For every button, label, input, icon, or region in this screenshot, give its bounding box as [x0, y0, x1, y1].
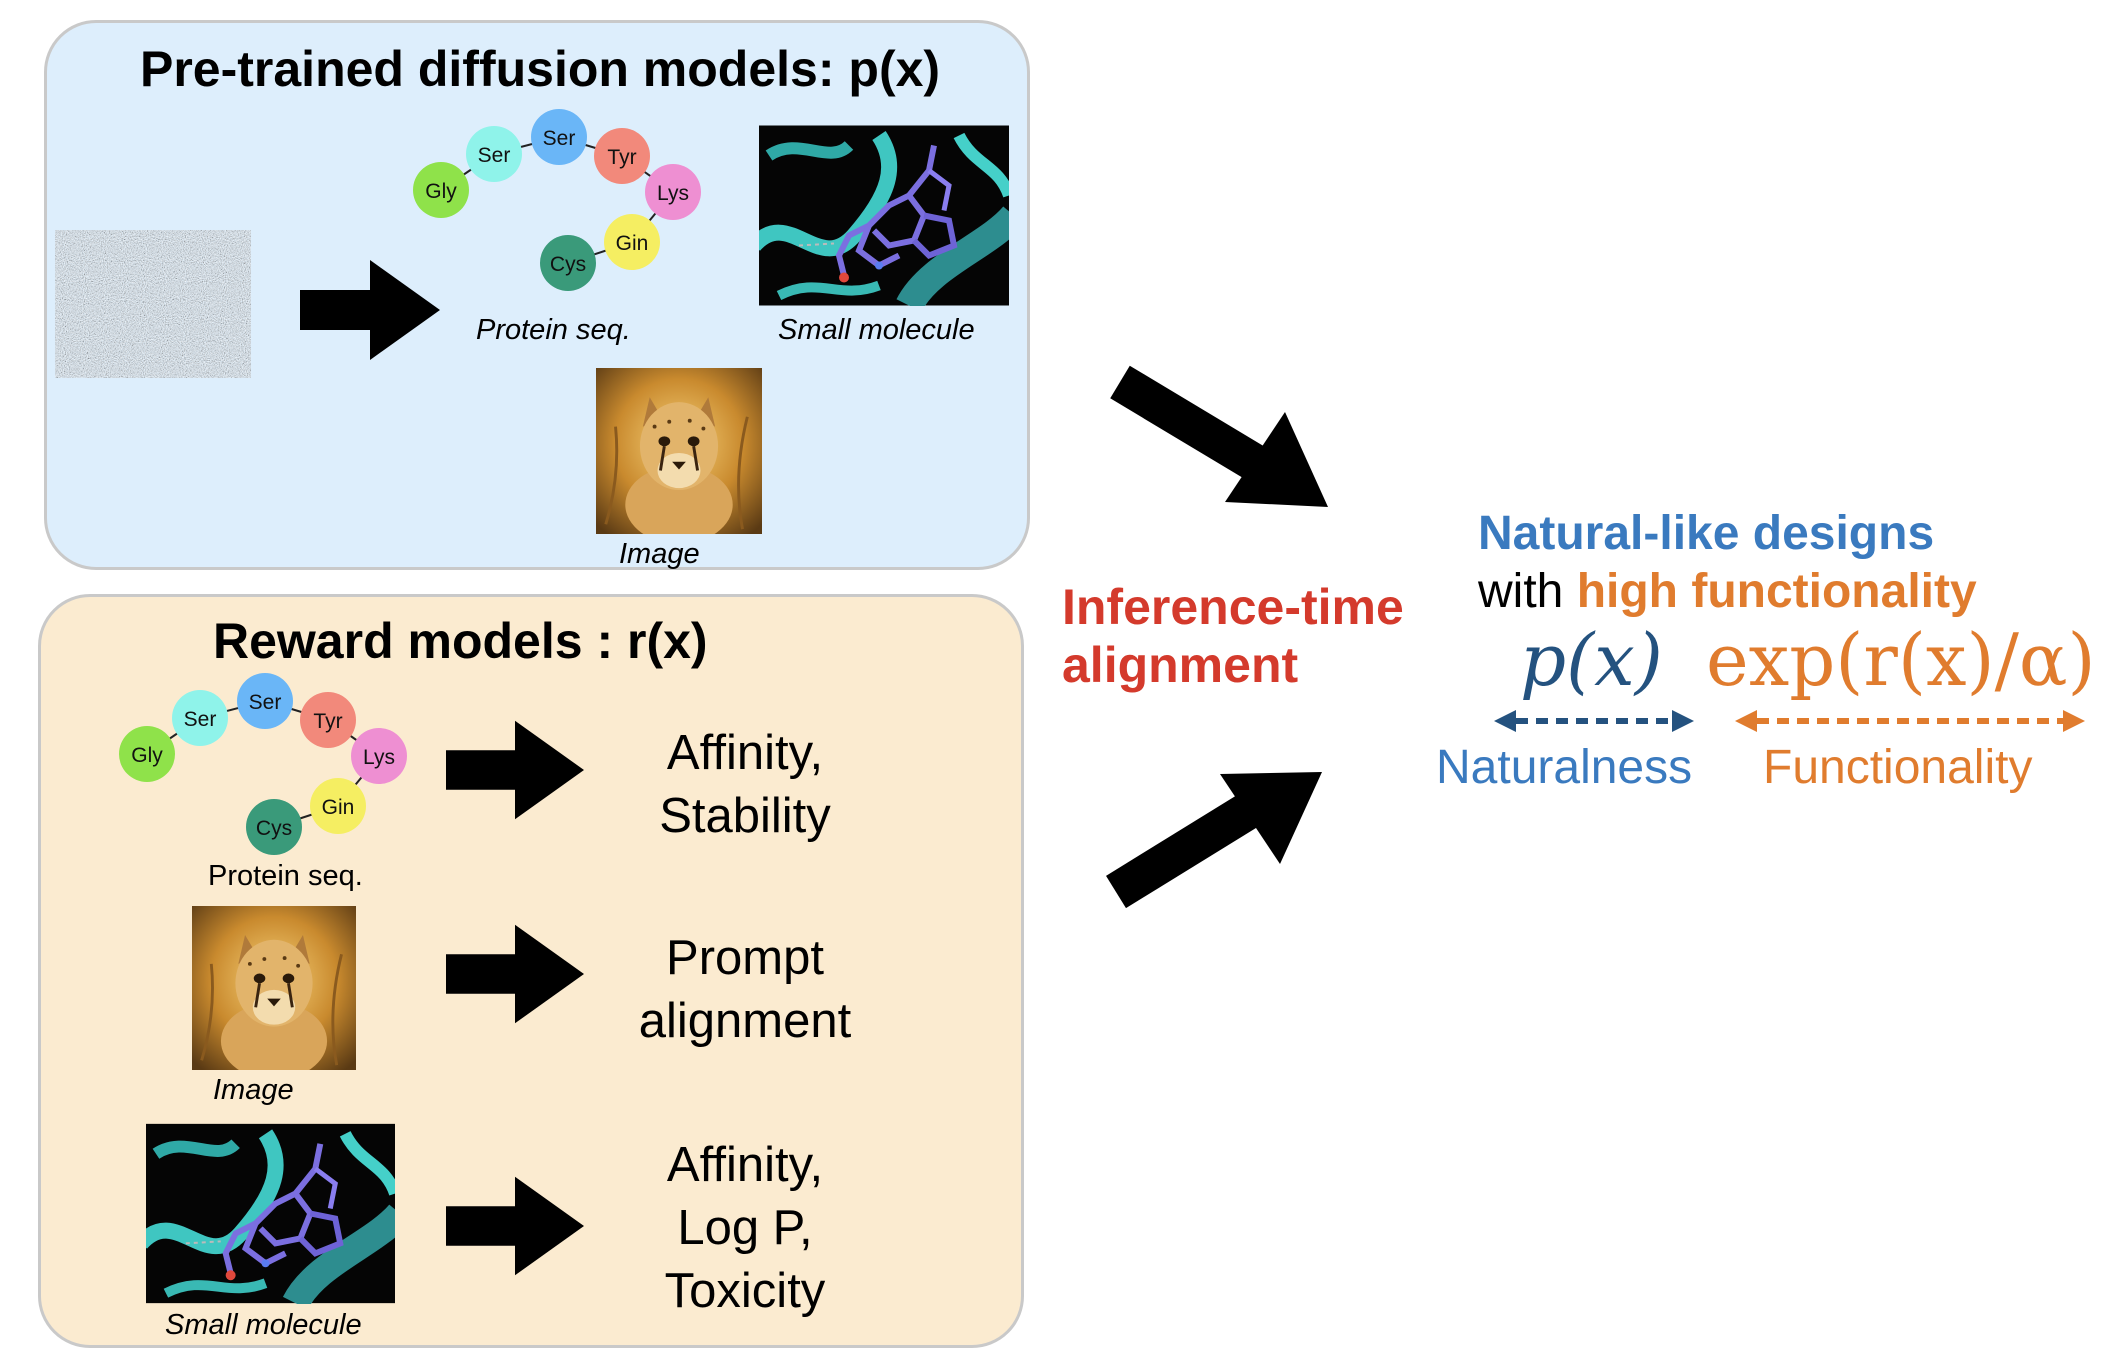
residue-ser — [237, 673, 293, 729]
arrow-pretrained-to-outcome — [1110, 365, 1328, 507]
noise-image — [55, 230, 251, 378]
residue-label: Ser — [543, 127, 576, 150]
residue-label: Cys — [550, 253, 586, 276]
residue-lys — [351, 728, 407, 784]
residue-label: Tyr — [313, 710, 342, 733]
residue-tyr — [594, 128, 650, 184]
residue-gin — [310, 778, 366, 834]
functionality-label: Functionality — [1763, 741, 2033, 794]
arrow-molecule-to-reward — [446, 1176, 584, 1276]
protein-sequence-diagram: Gly Ser Ser Tyr Lys Gin Cys — [413, 109, 701, 291]
reward-models-title: Reward models : r(x) — [213, 613, 708, 669]
residue-label: Gly — [131, 744, 163, 767]
naturalness-label: Naturalness — [1436, 741, 1693, 794]
protein-reward-label: Affinity, Stability — [659, 726, 831, 843]
inference-time-alignment-label: Inference-time alignment — [1062, 579, 1404, 693]
small-molecule-image — [146, 1123, 395, 1304]
protein-seq-caption: Protein seq. — [476, 314, 631, 346]
residue-label: Lys — [657, 182, 689, 205]
residue-gin — [604, 214, 660, 270]
residue-cys — [540, 235, 596, 291]
image-reward-label: Prompt alignment — [638, 931, 852, 1048]
small-molecule-caption: Small molecule — [778, 314, 975, 346]
residue-label: Ser — [478, 144, 511, 167]
formula-naturalness-term: p(x) — [1520, 618, 1663, 702]
cheetah-image — [190, 906, 358, 1070]
arrow-reward-to-outcome — [1106, 772, 1322, 909]
residue-label: Cys — [256, 817, 292, 840]
naturalness-double-arrow — [1494, 710, 1694, 732]
residue-gly — [413, 162, 469, 218]
arrow-protein-to-reward — [446, 720, 584, 820]
residue-lys — [645, 164, 701, 220]
residue-tyr — [300, 692, 356, 748]
small-molecule-image — [759, 125, 1009, 306]
residue-label: Gin — [322, 796, 355, 819]
formula-functionality-term: exp(r(x)/α) — [1706, 618, 2096, 702]
residue-ser — [531, 109, 587, 165]
protein-sequence-diagram: Gly Ser Ser Tyr Lys Gin Cys — [119, 673, 407, 855]
natural-like-designs-text: Natural-like designs — [1478, 507, 1935, 560]
residue-cys — [246, 799, 302, 855]
residue-ser — [466, 126, 522, 182]
high-functionality-text: with high functionality — [1478, 565, 1977, 618]
residue-label: Ser — [249, 691, 282, 714]
protein-seq-caption: Protein seq. — [208, 860, 363, 892]
arrow-image-to-reward — [446, 924, 584, 1024]
residue-label: Tyr — [607, 146, 636, 169]
small-molecule-caption: Small molecule — [165, 1309, 362, 1341]
residue-gly — [119, 726, 175, 782]
residue-label: Ser — [184, 708, 217, 731]
image-caption: Image — [213, 1074, 294, 1106]
pretrained-models-title: Pre-trained diffusion models: p(x) — [140, 41, 941, 97]
residue-label: Lys — [363, 746, 395, 769]
image-caption: Image — [619, 538, 700, 570]
molecule-reward-label: Affinity, Log P, Toxicity — [664, 1138, 826, 1318]
residue-ser — [172, 690, 228, 746]
cheetah-image — [594, 368, 764, 534]
residue-label: Gin — [616, 232, 649, 255]
functionality-double-arrow — [1735, 710, 2085, 732]
residue-label: Gly — [425, 180, 457, 203]
